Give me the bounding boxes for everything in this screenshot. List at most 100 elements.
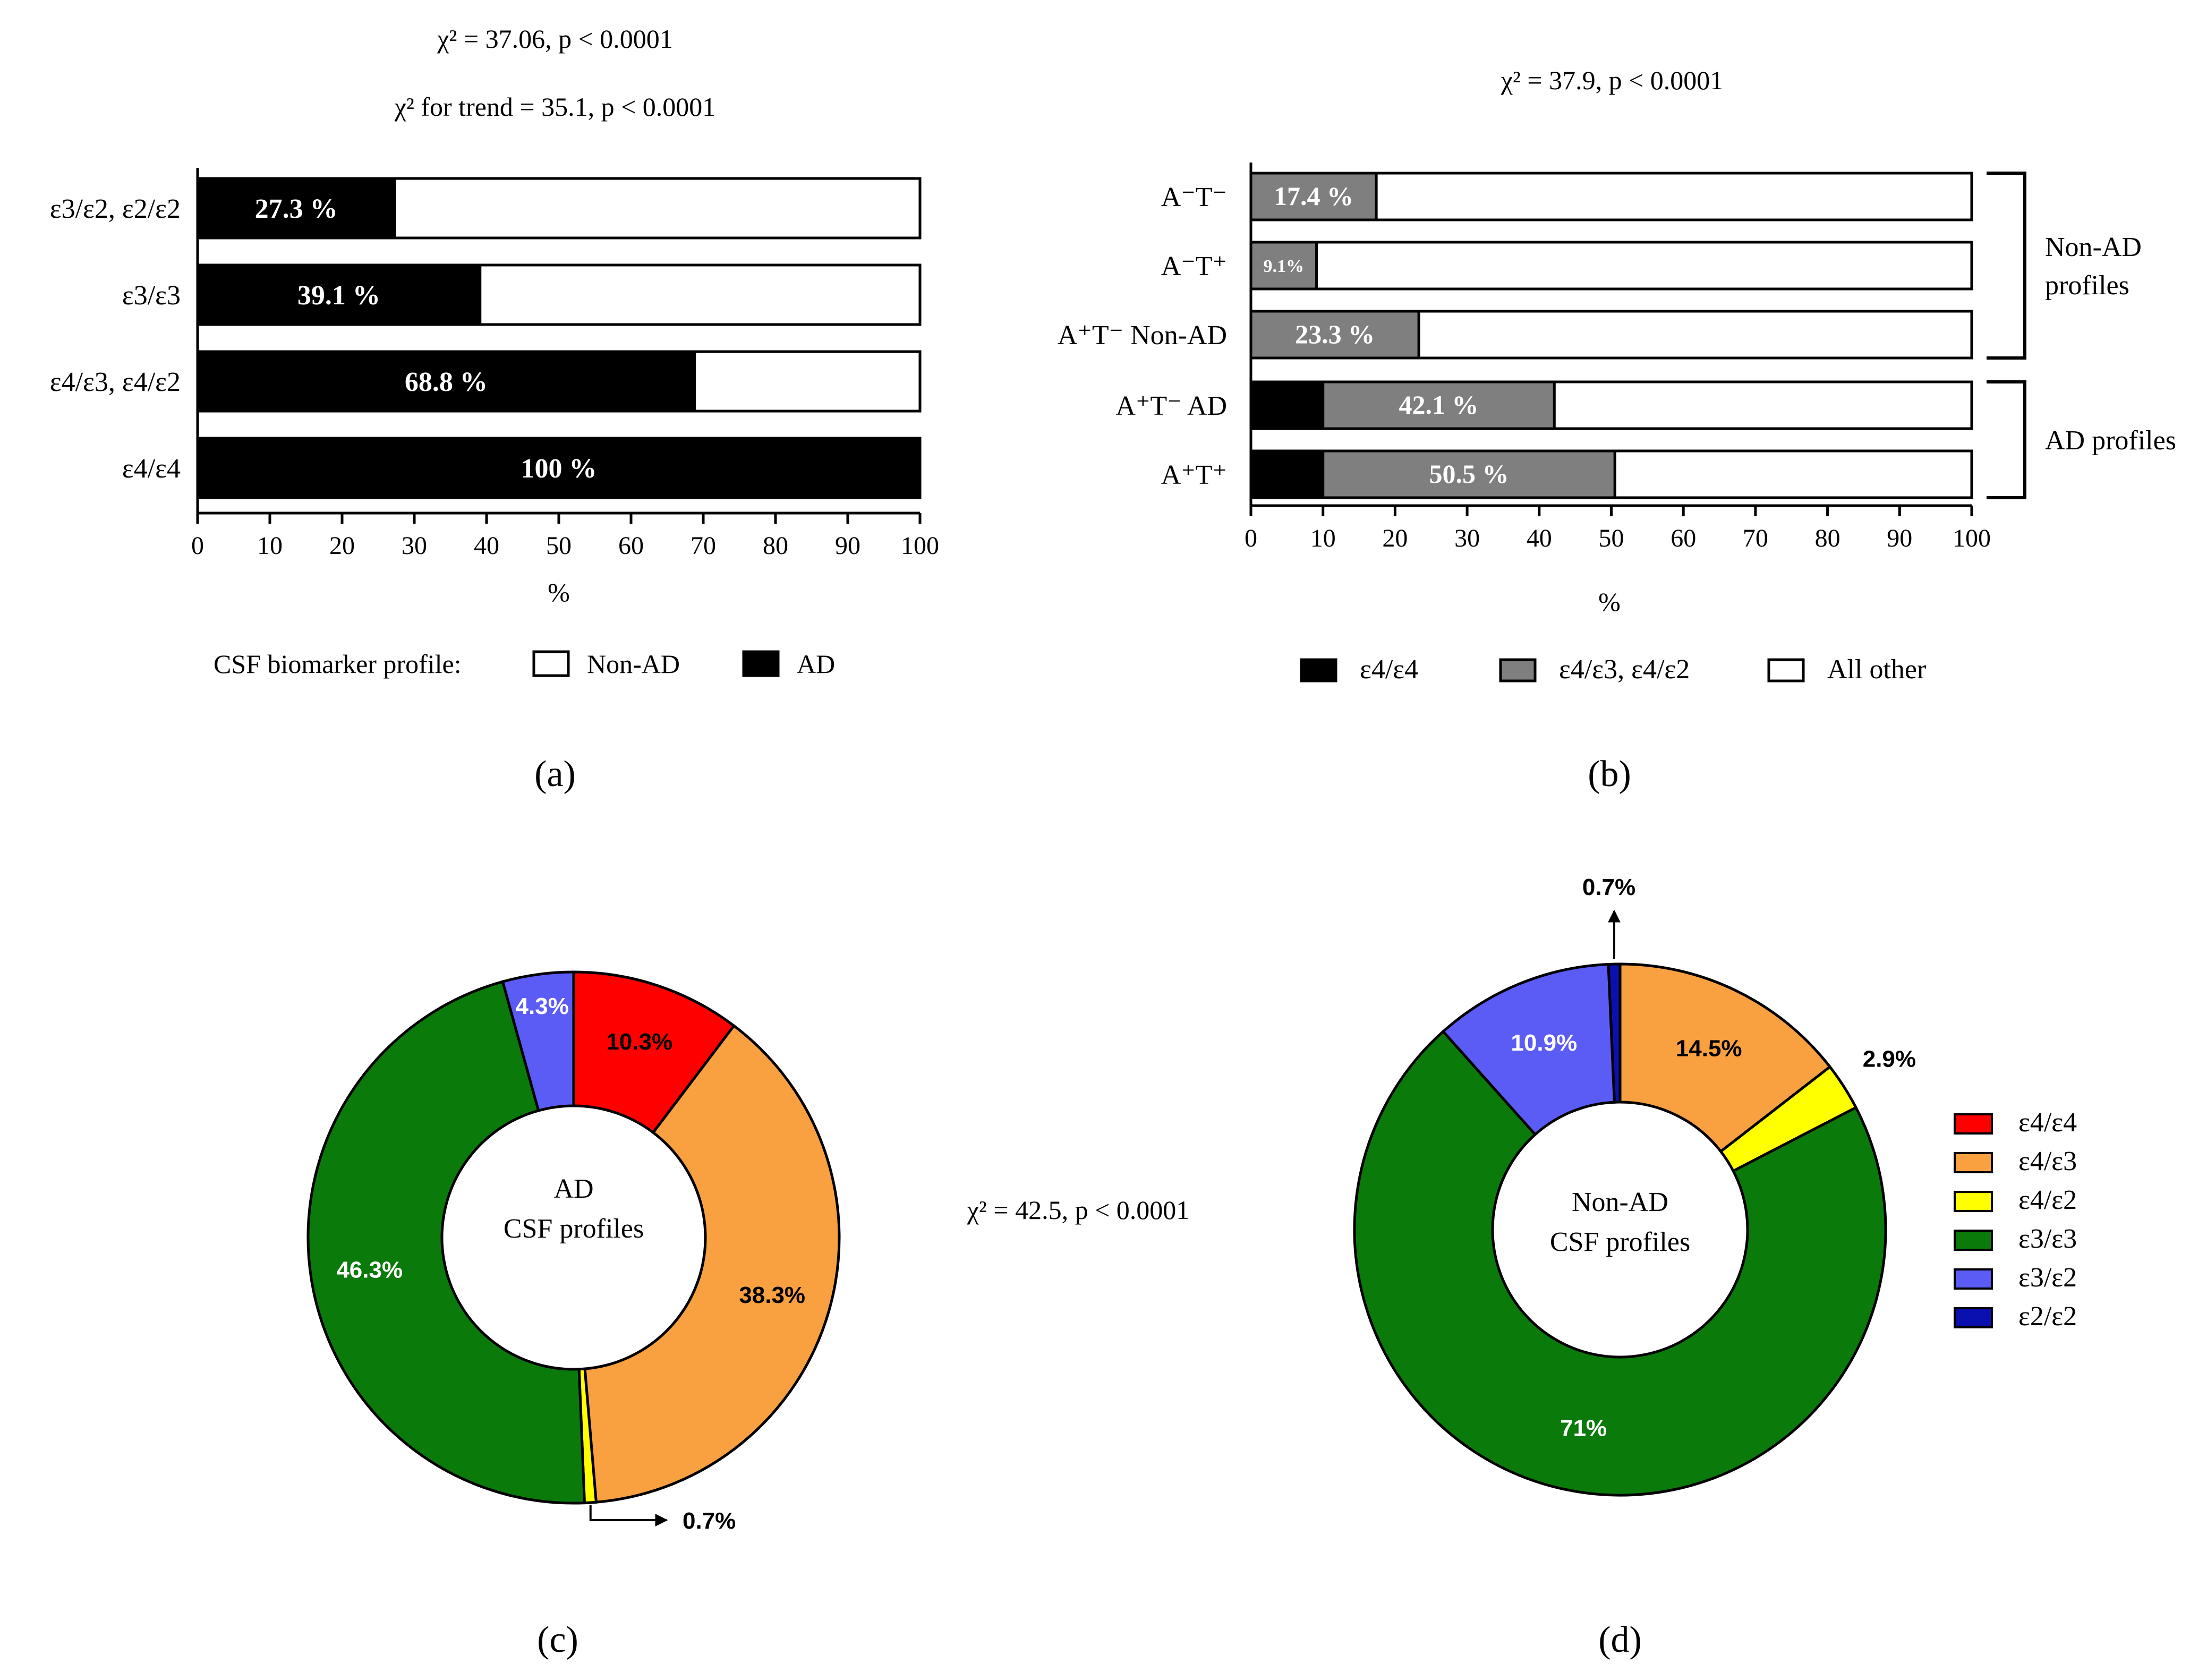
slice-ε4/ε3 xyxy=(1618,962,1832,1154)
slice-label: 14.5% xyxy=(1676,1036,1742,1062)
bar-series1-3 xyxy=(1322,380,1556,430)
x-tick-label: 70 xyxy=(691,532,716,560)
x-tick-label: 10 xyxy=(1310,524,1336,552)
panel-c-center-line1: AD xyxy=(553,1174,593,1204)
category-label: ε3/ε3 xyxy=(122,280,181,311)
x-tick-label: 40 xyxy=(474,532,499,560)
slice-label: 46.3% xyxy=(336,1257,403,1283)
slice-label: 71% xyxy=(1560,1415,1607,1442)
panel-c-center-line2: CSF profiles xyxy=(504,1214,644,1244)
bar-series0-4 xyxy=(1249,449,1325,499)
x-tick-label: 80 xyxy=(763,532,788,560)
bar-data-label: 100 % xyxy=(521,454,597,484)
legend-label: All other xyxy=(1827,654,1926,685)
bar-ad-1 xyxy=(196,263,482,326)
x-tick-label: 30 xyxy=(402,532,427,560)
x-tick-label: 20 xyxy=(1382,524,1408,552)
slice-ε3/ε2 xyxy=(501,970,575,1113)
x-tick-label: 80 xyxy=(1815,524,1840,552)
bar-ad-3 xyxy=(196,437,922,499)
pie-legend-swatch-1 xyxy=(1954,1152,1993,1173)
x-tick-label: 0 xyxy=(1245,524,1257,552)
panel-b-stat-line: χ² = 37.9, p < 0.0001 xyxy=(1501,65,1724,95)
callout-label: 0.7% xyxy=(683,1508,736,1534)
x-tick-label: 90 xyxy=(1887,524,1912,552)
category-label: A⁻T⁺ xyxy=(1161,251,1227,282)
panel-d-caption: (d) xyxy=(1598,1619,1642,1660)
panel-b-x-axis: 0 10 20 30 40 50 60 70 80 90 100 xyxy=(1245,163,1991,552)
panel-c-caption: (c) xyxy=(537,1619,578,1660)
group-label: profiles xyxy=(2045,270,2129,301)
bar-ad-2 xyxy=(196,350,696,413)
bar-data-label: 68.8 % xyxy=(405,367,488,397)
x-tick-label: 40 xyxy=(1527,524,1552,552)
slice-label: 10.9% xyxy=(1511,1030,1577,1056)
panel-d-slice-labels: 14.5% 2.9% 71% 10.9% 0.7% xyxy=(1511,874,1916,1442)
category-label: A⁺T⁻ Non-AD xyxy=(1058,320,1227,351)
bar-series2-4 xyxy=(1613,449,1973,499)
slice-label: 38.3% xyxy=(739,1282,805,1308)
x-tick-label: 30 xyxy=(1454,524,1480,552)
slice-ε4/ε4 xyxy=(572,970,736,1135)
bar-series1-2 xyxy=(1249,310,1420,360)
x-tick-label: 50 xyxy=(1599,524,1624,552)
category-label: A⁺T⁺ xyxy=(1161,460,1227,490)
panel-b-caption: (b) xyxy=(1588,754,1631,795)
x-tick-label: 100 xyxy=(1953,524,1991,552)
panel-a-bars: 27.3 % ε3/ε2, ε2/ε2 39.1 % ε3/ε3 68.8 % ε4/ε3… xyxy=(50,177,922,499)
bar-data-label: 17.4 % xyxy=(1274,181,1353,211)
pie-legend-swatch-4 xyxy=(1954,1268,1993,1290)
pie-legend-swatch-2 xyxy=(1954,1191,1993,1212)
panel-d-center-line2: CSF profiles xyxy=(1550,1227,1690,1257)
panel-c-slices xyxy=(306,970,841,1505)
bar-series1-0 xyxy=(1249,172,1378,221)
group-bracket xyxy=(1987,172,2026,360)
bar-series0-3 xyxy=(1249,380,1325,430)
callout-label: 0.7% xyxy=(1582,874,1635,900)
pie-legend-swatch-0 xyxy=(1954,1113,1993,1135)
bar-data-label: 9.1% xyxy=(1263,257,1304,276)
x-tick-label: 60 xyxy=(618,532,644,560)
pie-legend-swatch-5 xyxy=(1954,1307,1993,1328)
legend-label: AD xyxy=(797,649,835,679)
bar-series2-0 xyxy=(1375,172,1973,221)
legend-swatch-non-ad xyxy=(532,650,570,677)
panel-a-bar-chart: χ² = 37.06, p < 0.0001 χ² for trend = 35… xyxy=(50,24,939,795)
panel-b-legend: ε4/ε4 ε4/ε3, ε4/ε2 All other xyxy=(1300,654,1926,685)
panel-b-bars: 17.4 % A⁻T⁻ 9.1% A⁻T⁺ 23.3 % A⁺T⁻ Non-AD 42.1 … xyxy=(1058,172,1973,499)
x-tick-label: 10 xyxy=(257,532,283,560)
panel-b-x-label: % xyxy=(1598,587,1621,617)
slice-ε3/ε3 xyxy=(1353,1029,1887,1497)
panel-d-slices xyxy=(1353,962,1887,1497)
bar-series2-3 xyxy=(1553,380,1973,430)
panel-a-caption: (a) xyxy=(534,754,576,795)
panel-a-x-axis: 0 10 20 30 40 50 60 70 80 90 100 xyxy=(191,168,939,560)
panel-c-slice-labels: 10.3% 38.3% 46.3% 4.3% 0.7% xyxy=(336,993,805,1534)
legend-swatch-1 xyxy=(1499,658,1537,683)
panel-d-donut-chart: Non-AD CSF profiles 14.5% 2.9% 71% 10.9% 0.7… xyxy=(1353,874,1916,1660)
pie-legend-label: ε3/ε2 xyxy=(2018,1263,2077,1293)
callout-arrow xyxy=(589,1505,668,1527)
x-tick-label: 0 xyxy=(191,532,204,560)
pie-legend-label: ε4/ε4 xyxy=(2018,1107,2077,1138)
pie-legend-swatch-3 xyxy=(1954,1230,1993,1251)
slice-ε3/ε3 xyxy=(306,980,586,1505)
legend-swatch-ad xyxy=(742,650,780,677)
bar-data-label: 39.1 % xyxy=(297,280,380,311)
group-bracket xyxy=(1987,380,2026,499)
slice-ε3/ε2 xyxy=(1441,962,1616,1137)
group-label: Non-AD xyxy=(2045,232,2142,262)
bar-data-label: 50.5 % xyxy=(1429,459,1509,489)
pie-legend-label: ε3/ε3 xyxy=(2018,1224,2077,1254)
panel-b-group-brackets: Non-AD profiles AD profiles xyxy=(1987,172,2176,499)
bar-data-label: 27.3 % xyxy=(255,194,338,224)
pie-legend: ε4/ε4 ε4/ε3 ε4/ε2 ε3/ε3 ε3/ε2 ε2/ε2 xyxy=(1954,1107,2077,1332)
slice-ε2/ε2 xyxy=(1607,962,1622,1104)
x-tick-label: 60 xyxy=(1671,524,1696,552)
bar-series2-1 xyxy=(1315,241,1973,291)
x-tick-label: 100 xyxy=(901,532,939,560)
x-tick-label: 90 xyxy=(835,532,860,560)
panel-a-stat-line1: χ² = 37.06, p < 0.0001 xyxy=(437,24,673,54)
bar-non-ad-1 xyxy=(479,263,922,326)
